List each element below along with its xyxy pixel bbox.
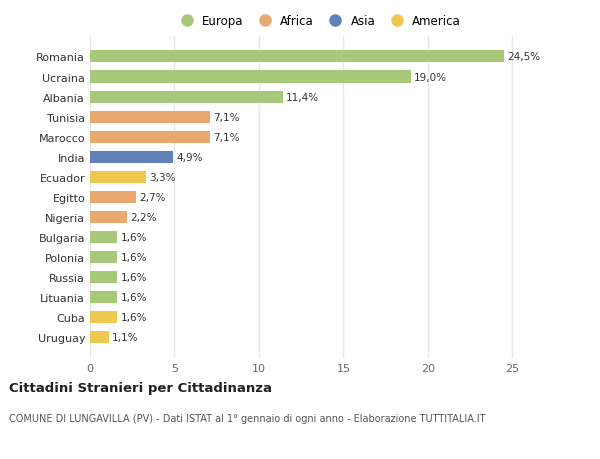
Bar bbox=[90, 331, 109, 343]
Text: 24,5%: 24,5% bbox=[507, 52, 540, 62]
Text: 11,4%: 11,4% bbox=[286, 92, 319, 102]
Text: 1,6%: 1,6% bbox=[121, 272, 147, 282]
Bar bbox=[90, 171, 146, 183]
Bar bbox=[90, 291, 117, 303]
Text: 7,1%: 7,1% bbox=[213, 112, 240, 123]
Bar bbox=[90, 271, 117, 283]
Text: 1,6%: 1,6% bbox=[121, 313, 147, 322]
Text: 1,6%: 1,6% bbox=[121, 252, 147, 263]
Bar bbox=[90, 212, 127, 224]
Text: 4,9%: 4,9% bbox=[176, 152, 203, 162]
Text: 1,6%: 1,6% bbox=[121, 232, 147, 242]
Bar bbox=[90, 311, 117, 324]
Text: 2,7%: 2,7% bbox=[139, 192, 166, 202]
Text: 2,2%: 2,2% bbox=[131, 213, 157, 222]
Text: 7,1%: 7,1% bbox=[213, 132, 240, 142]
Text: 1,6%: 1,6% bbox=[121, 292, 147, 302]
Bar bbox=[90, 112, 210, 123]
Bar bbox=[90, 91, 283, 103]
Text: Cittadini Stranieri per Cittadinanza: Cittadini Stranieri per Cittadinanza bbox=[9, 381, 272, 394]
Text: 1,1%: 1,1% bbox=[112, 332, 139, 342]
Bar bbox=[90, 71, 411, 84]
Text: 19,0%: 19,0% bbox=[414, 73, 447, 82]
Bar bbox=[90, 51, 504, 63]
Bar bbox=[90, 131, 210, 143]
Bar bbox=[90, 151, 173, 163]
Text: COMUNE DI LUNGAVILLA (PV) - Dati ISTAT al 1° gennaio di ogni anno - Elaborazione: COMUNE DI LUNGAVILLA (PV) - Dati ISTAT a… bbox=[9, 413, 485, 423]
Bar bbox=[90, 231, 117, 243]
Bar bbox=[90, 191, 136, 203]
Text: 3,3%: 3,3% bbox=[149, 173, 176, 182]
Legend: Europa, Africa, Asia, America: Europa, Africa, Asia, America bbox=[170, 11, 466, 33]
Bar bbox=[90, 252, 117, 263]
